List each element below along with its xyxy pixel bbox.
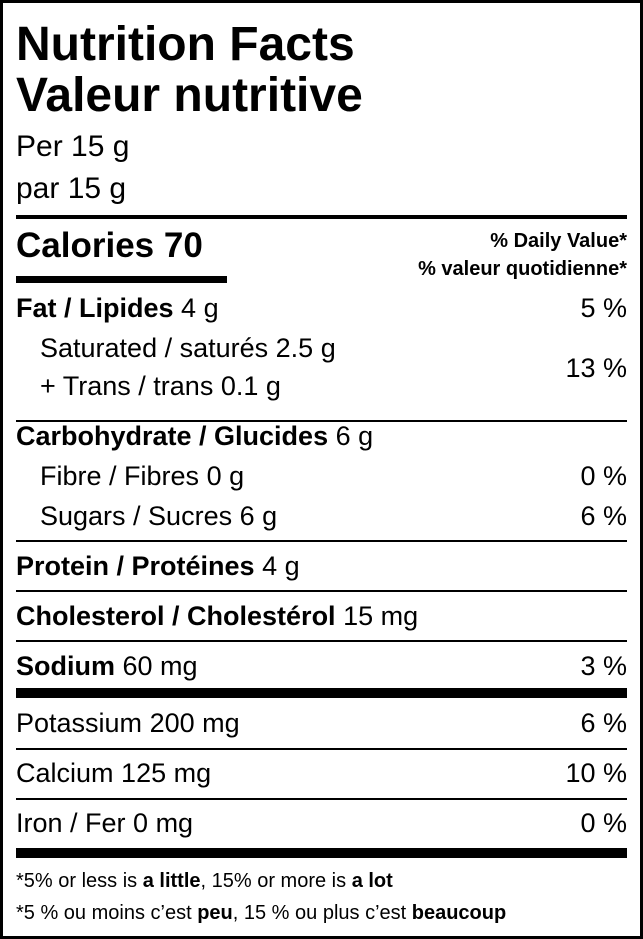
trans-amount: 0.1 g bbox=[220, 371, 281, 401]
thick-divider bbox=[16, 848, 627, 858]
saturated-trans-dv: 13 % bbox=[565, 353, 627, 383]
footnote-fr: *5 % ou moins c’est peu, 15 % ou plus c’… bbox=[16, 902, 507, 924]
sugars-dv: 6 % bbox=[580, 501, 627, 531]
divider bbox=[16, 420, 627, 422]
fibre-label: Fibre / Fibres bbox=[40, 461, 200, 491]
sugars-row: Sugars / Sucres 6 g bbox=[40, 503, 277, 530]
fibre-dv: 0 % bbox=[580, 461, 627, 491]
divider bbox=[16, 748, 627, 750]
calories-label: Calories bbox=[16, 226, 155, 265]
iron-dv: 0 % bbox=[580, 808, 627, 838]
thick-divider bbox=[16, 688, 627, 698]
sodium-dv: 3 % bbox=[580, 651, 627, 681]
fibre-row: Fibre / Fibres 0 g bbox=[40, 463, 244, 490]
dv-header-fr: % valeur quotidienne* bbox=[418, 258, 627, 280]
saturated-label: Saturated / saturés bbox=[40, 333, 269, 363]
carbohydrate-row: Carbohydrate / Glucides 6 g bbox=[16, 423, 373, 450]
iron-row: Iron / Fer 0 mg bbox=[16, 810, 193, 837]
calcium-dv: 10 % bbox=[565, 758, 627, 788]
cholesterol-label: Cholesterol / Cholestérol bbox=[16, 601, 336, 631]
trans-row: + Trans / trans 0.1 g bbox=[40, 373, 281, 400]
divider bbox=[16, 640, 627, 642]
sodium-amount: 60 mg bbox=[122, 651, 198, 681]
fat-label: Fat / Lipides bbox=[16, 293, 174, 323]
title-fr: Valeur nutritive bbox=[16, 69, 363, 122]
iron-amount: 0 mg bbox=[133, 808, 194, 838]
fat-amount: 4 g bbox=[181, 293, 219, 323]
calcium-label: Calcium bbox=[16, 758, 114, 788]
sodium-label: Sodium bbox=[16, 651, 115, 681]
divider bbox=[16, 590, 627, 592]
trans-label: + Trans / trans bbox=[40, 371, 214, 401]
potassium-row: Potassium 200 mg bbox=[16, 710, 240, 737]
divider bbox=[16, 540, 627, 542]
saturated-row: Saturated / saturés 2.5 g bbox=[40, 335, 336, 362]
sugars-amount: 6 g bbox=[239, 501, 278, 531]
calcium-amount: 125 mg bbox=[121, 758, 212, 788]
potassium-dv: 6 % bbox=[580, 708, 627, 738]
cholesterol-amount: 15 mg bbox=[343, 601, 419, 631]
sodium-row: Sodium 60 mg bbox=[16, 653, 198, 680]
potassium-label: Potassium bbox=[16, 708, 143, 738]
dv-header-en: % Daily Value* bbox=[490, 230, 627, 252]
protein-amount: 4 g bbox=[262, 551, 300, 581]
calories-row: Calories 70 bbox=[16, 228, 203, 263]
calories-value: 70 bbox=[163, 226, 203, 265]
protein-label: Protein / Protéines bbox=[16, 551, 255, 581]
fat-dv: 5 % bbox=[580, 293, 627, 323]
calcium-row: Calcium 125 mg bbox=[16, 760, 211, 787]
potassium-amount: 200 mg bbox=[149, 708, 240, 738]
divider bbox=[16, 798, 627, 800]
iron-label: Iron / Fer bbox=[16, 808, 126, 838]
protein-row: Protein / Protéines 4 g bbox=[16, 553, 300, 580]
carbohydrate-amount: 6 g bbox=[335, 421, 374, 451]
cholesterol-row: Cholesterol / Cholestérol 15 mg bbox=[16, 603, 418, 630]
serving-size-fr: par 15 g bbox=[16, 172, 127, 205]
title-en: Nutrition Facts bbox=[16, 18, 355, 71]
fat-row: Fat / Lipides 4 g bbox=[16, 295, 219, 322]
fibre-amount: 0 g bbox=[206, 461, 245, 491]
calories-underline bbox=[16, 276, 227, 283]
carbohydrate-label: Carbohydrate / Glucides bbox=[16, 421, 329, 451]
divider bbox=[16, 215, 627, 219]
serving-size-en: Per 15 g bbox=[16, 130, 130, 163]
saturated-amount: 2.5 g bbox=[275, 333, 336, 363]
footnote-en: *5% or less is a little, 15% or more is … bbox=[16, 870, 393, 892]
sugars-label: Sugars / Sucres bbox=[40, 501, 233, 531]
